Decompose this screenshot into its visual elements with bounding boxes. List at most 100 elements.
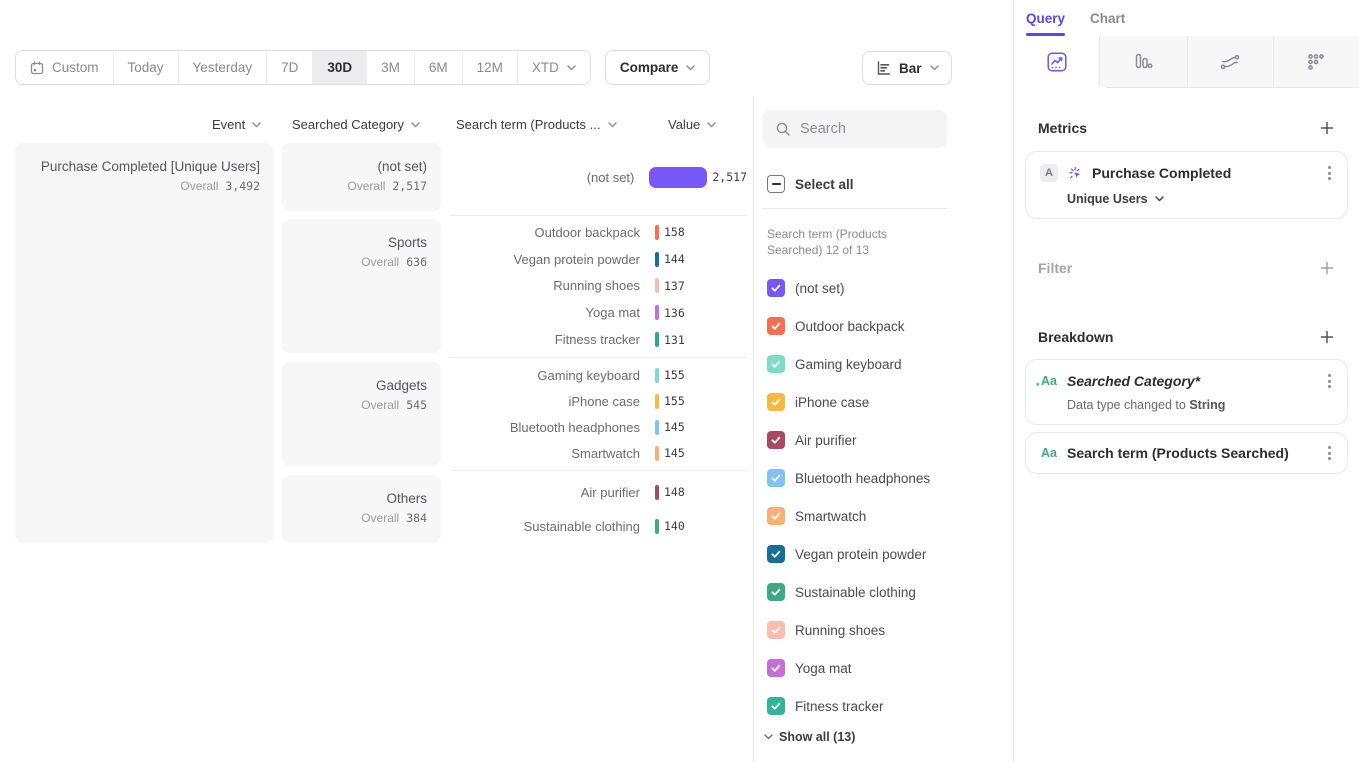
- category-cell-sports[interactable]: Sports Overall 636: [282, 219, 441, 353]
- filter-item-fitness-tracker[interactable]: Fitness tracker: [767, 687, 1001, 725]
- breakdown-menu-button[interactable]: [1326, 444, 1333, 462]
- term-row-not-set[interactable]: (not set) 2,517: [450, 166, 747, 188]
- term-value: 145: [664, 420, 685, 434]
- compare-button[interactable]: Compare: [604, 50, 711, 85]
- term-row-running-shoes[interactable]: Running shoes 137: [450, 278, 747, 294]
- column-header-search-term[interactable]: Search term (Products ...: [456, 117, 617, 132]
- checkbox-checked[interactable]: [767, 697, 785, 715]
- term-row-outdoor-backpack[interactable]: Outdoor backpack 158: [450, 224, 747, 240]
- date-range-label: 6M: [428, 60, 448, 75]
- value-bar[interactable]: [655, 224, 659, 240]
- checkbox-checked[interactable]: [767, 659, 785, 677]
- date-range-custom[interactable]: Custom: [16, 51, 113, 84]
- value-bar[interactable]: [655, 445, 659, 461]
- filter-item-iphone-case[interactable]: iPhone case: [767, 383, 1001, 421]
- metric-card[interactable]: A Purchase Completed Unique Users: [1025, 151, 1348, 219]
- value-bar[interactable]: [655, 484, 659, 500]
- term-row-fitness-tracker[interactable]: Fitness tracker 131: [450, 332, 747, 348]
- chevron-down-icon: [686, 64, 696, 70]
- term-row-sustainable-clothing[interactable]: Sustainable clothing 140: [450, 518, 747, 534]
- filter-item-not-set[interactable]: (not set): [767, 269, 1001, 307]
- value-bar[interactable]: [649, 166, 708, 188]
- tab-retention[interactable]: [1272, 36, 1359, 88]
- filter-item-gaming-keyboard[interactable]: Gaming keyboard: [767, 345, 1001, 383]
- term-row-bluetooth-headphones[interactable]: Bluetooth headphones 145: [450, 419, 747, 435]
- search-input[interactable]: [800, 121, 930, 137]
- term-row-gaming-keyboard[interactable]: Gaming keyboard 155: [450, 367, 747, 383]
- filter-item-vegan-protein-powder[interactable]: Vegan protein powder: [767, 535, 1001, 573]
- term-row-yoga-mat[interactable]: Yoga mat 136: [450, 305, 747, 321]
- value-bar[interactable]: [655, 332, 659, 348]
- select-all-checkbox[interactable]: [767, 175, 785, 193]
- checkbox-checked[interactable]: [767, 279, 785, 297]
- add-metric-button[interactable]: [1319, 120, 1335, 136]
- term-rows-not-set: (not set) 2,517: [450, 143, 747, 211]
- tab-flows[interactable]: [1186, 36, 1273, 88]
- date-range-yesterday[interactable]: Yesterday: [177, 51, 267, 84]
- value-bar[interactable]: [655, 367, 659, 383]
- column-header-searched-category[interactable]: Searched Category: [292, 117, 420, 132]
- tab-insights[interactable]: [1014, 36, 1101, 88]
- date-range-6m[interactable]: 6M: [413, 51, 462, 84]
- filter-item-outdoor-backpack[interactable]: Outdoor backpack: [767, 307, 1001, 345]
- date-range-toolbar: Custom Today Yesterday 7D 30D 3M 6M 12M XTD Comp…: [15, 50, 711, 85]
- event-cell[interactable]: Purchase Completed [Unique Users] Overal…: [15, 143, 274, 543]
- breakdown-property-name: Searched Category*: [1067, 373, 1201, 389]
- filter-item-bluetooth-headphones[interactable]: Bluetooth headphones: [767, 459, 1001, 497]
- term-value: 145: [664, 446, 685, 460]
- category-cell-gadgets[interactable]: Gadgets Overall 545: [282, 362, 441, 466]
- breakdown-card-search-term[interactable]: Aa Search term (Products Searched): [1025, 432, 1348, 474]
- metric-letter-badge: A: [1040, 164, 1058, 182]
- date-range-7d[interactable]: 7D: [266, 51, 313, 84]
- select-all-row[interactable]: Select all: [767, 175, 854, 193]
- date-range-12m[interactable]: 12M: [461, 51, 517, 84]
- tab-chart[interactable]: Chart: [1090, 0, 1125, 36]
- value-bar[interactable]: [655, 305, 659, 321]
- tab-query[interactable]: Query: [1026, 0, 1066, 36]
- category-cell-others[interactable]: Others Overall 384: [282, 475, 441, 543]
- checkbox-checked[interactable]: [767, 355, 785, 373]
- breakdown-card-searched-category[interactable]: Aa * Searched Category* Data type changed…: [1025, 359, 1348, 425]
- filter-item-yoga-mat[interactable]: Yoga mat: [767, 649, 1001, 687]
- value-bar[interactable]: [655, 393, 659, 409]
- checkbox-checked[interactable]: [767, 393, 785, 411]
- add-filter-button[interactable]: [1319, 260, 1335, 276]
- date-range-xtd[interactable]: XTD: [516, 51, 590, 84]
- show-all-button[interactable]: Show all (13): [764, 728, 855, 746]
- add-breakdown-button[interactable]: [1319, 329, 1335, 345]
- value-bar[interactable]: [655, 419, 659, 435]
- term-row-smartwatch[interactable]: Smartwatch 145: [450, 445, 747, 461]
- column-header-searched-category-label: Searched Category: [292, 117, 405, 132]
- term-row-iphone-case[interactable]: iPhone case 155: [450, 393, 747, 409]
- column-header-event[interactable]: Event: [212, 117, 261, 132]
- search-box[interactable]: [763, 110, 947, 148]
- filter-item-smartwatch[interactable]: Smartwatch: [767, 497, 1001, 535]
- filter-item-air-purifier[interactable]: Air purifier: [767, 421, 1001, 459]
- checkbox-checked[interactable]: [767, 317, 785, 335]
- checkbox-checked[interactable]: [767, 545, 785, 563]
- checkbox-checked[interactable]: [767, 583, 785, 601]
- tab-funnels[interactable]: [1100, 36, 1187, 88]
- metric-menu-button[interactable]: [1326, 164, 1333, 182]
- term-row-vegan-protein-powder[interactable]: Vegan protein powder 144: [450, 251, 747, 267]
- column-header-value[interactable]: Value: [668, 117, 716, 132]
- date-range-3m[interactable]: 3M: [366, 51, 414, 84]
- breakdown-menu-button[interactable]: [1326, 372, 1333, 390]
- value-bar[interactable]: [655, 278, 659, 294]
- bar-wrap: 144: [655, 251, 685, 267]
- filter-item-sustainable-clothing[interactable]: Sustainable clothing: [767, 573, 1001, 611]
- value-bar[interactable]: [655, 251, 659, 267]
- term-row-air-purifier[interactable]: Air purifier 148: [450, 484, 747, 500]
- checkbox-checked[interactable]: [767, 469, 785, 487]
- checkbox-checked[interactable]: [767, 507, 785, 525]
- date-range-today[interactable]: Today: [112, 51, 178, 84]
- filter-item-running-shoes[interactable]: Running shoes: [767, 611, 1001, 649]
- category-cell-not-set[interactable]: (not set) Overall 2,517: [282, 143, 441, 211]
- date-range-30d[interactable]: 30D: [312, 51, 367, 84]
- checkbox-checked[interactable]: [767, 621, 785, 639]
- checkbox-checked[interactable]: [767, 431, 785, 449]
- metric-event-name: Purchase Completed: [1092, 165, 1232, 181]
- measure-selector[interactable]: Unique Users: [1067, 192, 1333, 206]
- chart-type-button[interactable]: Bar: [862, 51, 952, 85]
- value-bar[interactable]: [655, 518, 659, 534]
